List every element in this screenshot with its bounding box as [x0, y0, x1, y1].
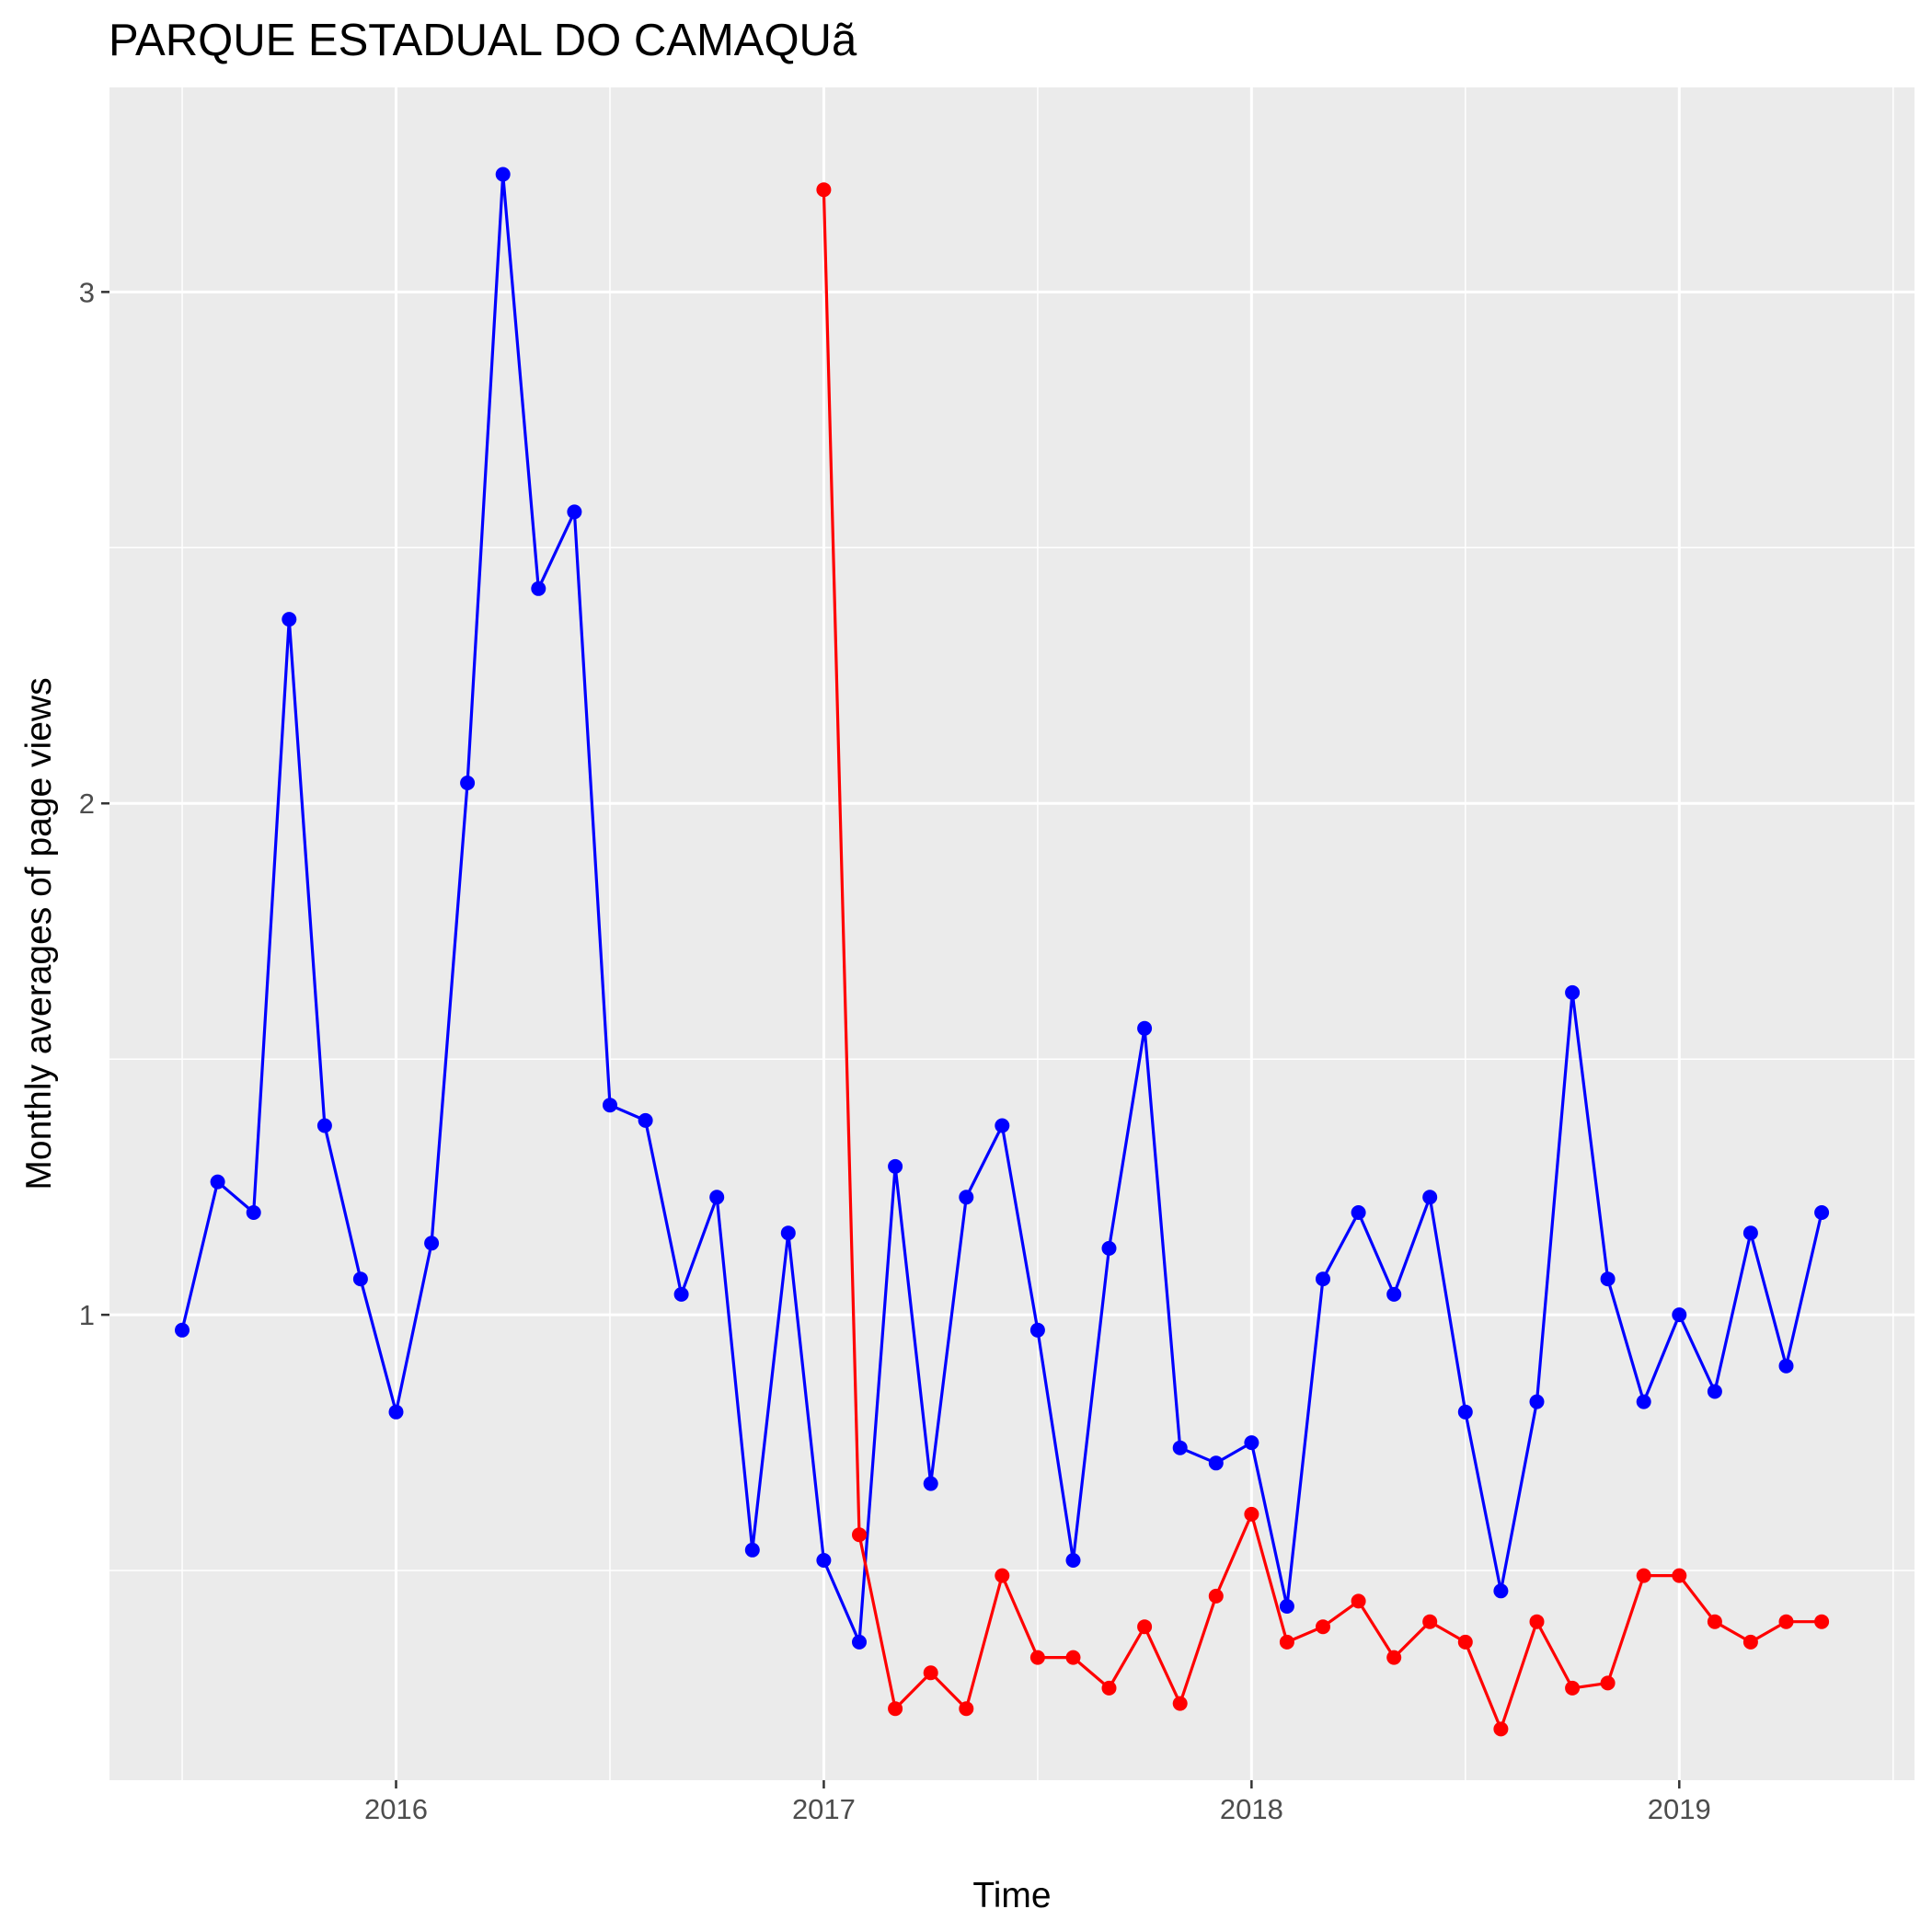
- data-point: [923, 1665, 938, 1681]
- y-tick-label: 2: [79, 788, 95, 820]
- data-point: [1208, 1588, 1224, 1604]
- minor-gridlines: [109, 87, 1915, 1780]
- data-point: [1172, 1440, 1188, 1455]
- data-point: [852, 1634, 867, 1650]
- data-point: [923, 1476, 938, 1491]
- data-point: [1244, 1435, 1259, 1451]
- x-tick-label: 2017: [792, 1793, 856, 1825]
- data-point: [1101, 1680, 1117, 1696]
- data-point: [246, 1205, 261, 1220]
- data-point: [888, 1701, 903, 1717]
- tick-labels: 2016 2017 2018 2019 1 2 3: [79, 276, 1711, 1825]
- data-point: [1672, 1568, 1687, 1583]
- data-point: [316, 1118, 332, 1133]
- data-point: [888, 1158, 903, 1174]
- data-point: [1778, 1614, 1794, 1629]
- data-point: [709, 1190, 725, 1205]
- data-point: [460, 776, 476, 790]
- data-point: [567, 504, 582, 520]
- y-axis-title: Monthly averages of page views: [19, 677, 59, 1190]
- data-point: [1814, 1614, 1830, 1629]
- data-point: [1137, 1020, 1153, 1036]
- data-point: [1636, 1568, 1651, 1583]
- data-point: [388, 1404, 404, 1420]
- data-point: [816, 182, 832, 198]
- data-point: [1565, 1680, 1581, 1696]
- data-point: [1493, 1583, 1509, 1599]
- x-tick-label: 2018: [1220, 1793, 1283, 1825]
- data-point: [1778, 1358, 1794, 1374]
- data-point: [1707, 1614, 1722, 1629]
- x-axis-title: Time: [972, 1876, 1051, 1915]
- data-point: [352, 1271, 368, 1287]
- data-point: [603, 1098, 617, 1113]
- data-point: [210, 1174, 225, 1190]
- data-point: [1457, 1404, 1473, 1420]
- data-point: [1386, 1650, 1402, 1665]
- data-point: [1742, 1225, 1758, 1241]
- data-point: [1600, 1675, 1616, 1691]
- data-point: [816, 1553, 832, 1568]
- data-point: [1029, 1650, 1045, 1665]
- y-tick-label: 3: [79, 276, 95, 308]
- series-1: [175, 167, 1830, 1650]
- plot-panel: [109, 87, 1915, 1780]
- data-point: [744, 1542, 760, 1558]
- data-point: [1742, 1634, 1758, 1650]
- data-point: [852, 1527, 867, 1543]
- data-point: [1422, 1190, 1438, 1205]
- data-point: [1029, 1322, 1045, 1338]
- data-point: [1565, 984, 1581, 1000]
- data-point: [780, 1225, 796, 1241]
- data-point: [424, 1236, 440, 1251]
- data-point: [1529, 1614, 1545, 1629]
- chart-title: PARQUE ESTADUAL DO CAMAQUã: [109, 16, 857, 65]
- data-point: [1457, 1634, 1473, 1650]
- data-point: [1101, 1240, 1117, 1256]
- data-point: [1529, 1394, 1545, 1409]
- x-tick-label: 2016: [364, 1793, 428, 1825]
- data-point: [495, 167, 511, 182]
- data-point: [1422, 1614, 1438, 1629]
- data-point: [638, 1112, 653, 1128]
- data-point: [959, 1190, 974, 1205]
- data-point: [1279, 1599, 1294, 1614]
- data-point: [1672, 1307, 1687, 1323]
- data-point: [1244, 1506, 1259, 1522]
- series-layer: [175, 167, 1830, 1737]
- data-point: [1279, 1634, 1294, 1650]
- axis-ticks: [101, 291, 1681, 1788]
- data-point: [1814, 1205, 1830, 1220]
- data-point: [995, 1568, 1010, 1583]
- data-point: [1351, 1593, 1366, 1609]
- data-point: [1707, 1384, 1722, 1399]
- data-point: [1493, 1721, 1509, 1737]
- x-tick-label: 2019: [1648, 1793, 1711, 1825]
- data-point: [282, 612, 297, 627]
- data-point: [1065, 1650, 1081, 1665]
- data-point: [959, 1701, 974, 1717]
- data-point: [1351, 1205, 1366, 1220]
- data-point: [1636, 1394, 1651, 1409]
- series-2: [816, 182, 1830, 1737]
- data-point: [175, 1322, 190, 1338]
- data-point: [1172, 1696, 1188, 1711]
- data-point: [1065, 1553, 1081, 1568]
- y-tick-label: 1: [79, 1299, 95, 1331]
- data-point: [531, 581, 546, 596]
- data-point: [673, 1286, 689, 1302]
- data-point: [1316, 1619, 1330, 1635]
- data-point: [1386, 1286, 1402, 1302]
- data-point: [995, 1118, 1010, 1133]
- data-point: [1316, 1271, 1330, 1287]
- data-point: [1137, 1619, 1153, 1635]
- data-point: [1208, 1455, 1224, 1471]
- data-point: [1600, 1271, 1616, 1287]
- major-gridlines: [109, 87, 1915, 1780]
